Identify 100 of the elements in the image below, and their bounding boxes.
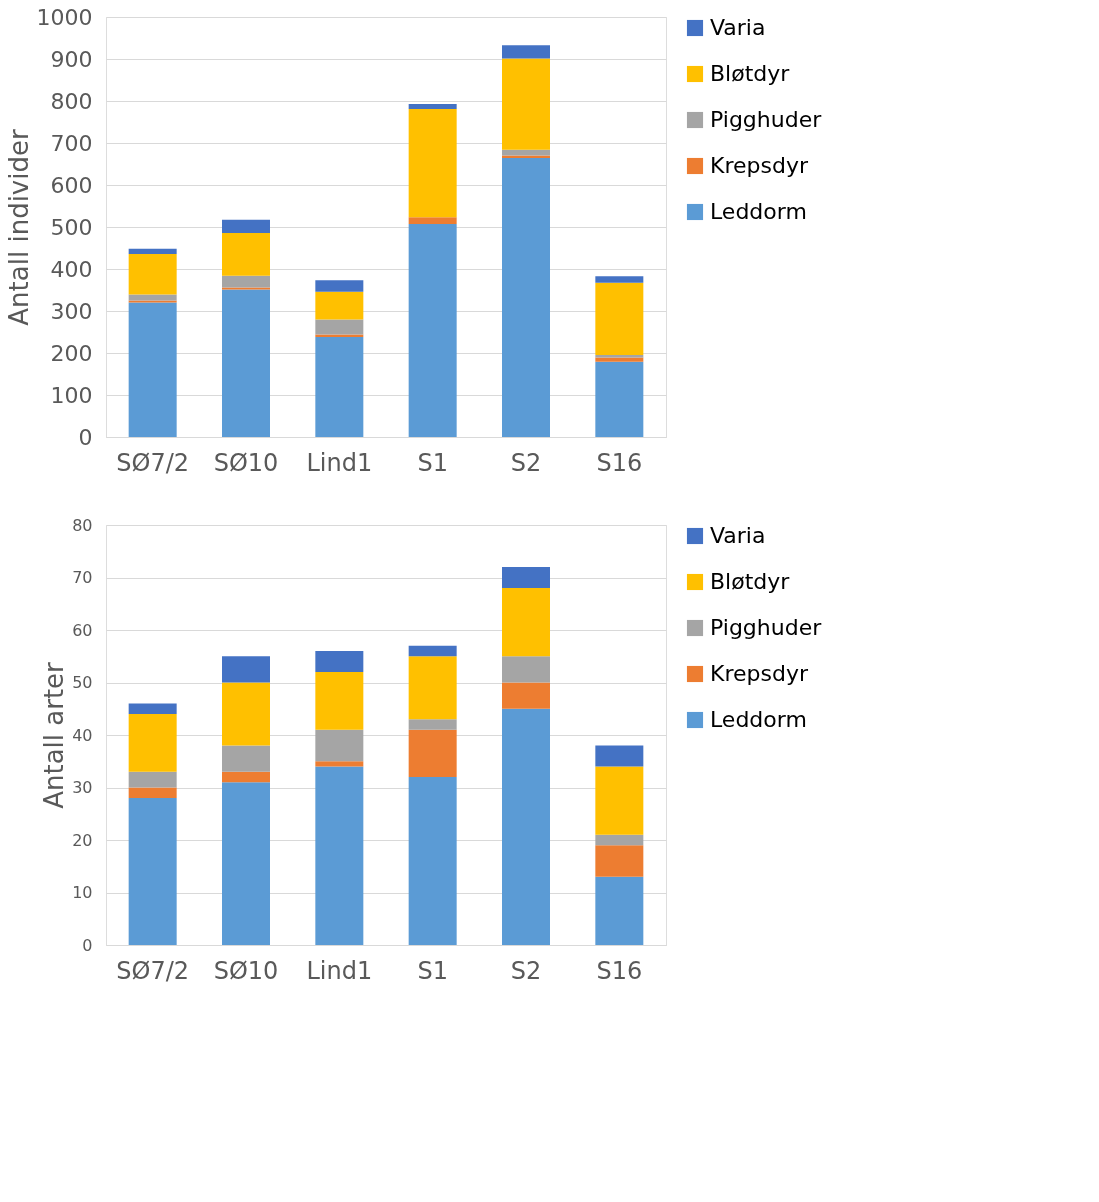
y-tick-label: 30	[72, 778, 93, 797]
legend-label: Varia	[710, 15, 766, 40]
bar	[128, 248, 177, 254]
legend-label: Leddorm	[710, 707, 807, 732]
bar	[128, 787, 177, 798]
bar	[315, 766, 364, 945]
x-tick-label: Lind1	[306, 956, 373, 985]
legend-label: Varia	[710, 523, 766, 548]
x-tick-label: S16	[596, 956, 643, 985]
y-tick-label: 400	[50, 256, 93, 282]
bar	[502, 708, 550, 945]
y-tick-label: 200	[50, 340, 93, 366]
y-tick-label: 800	[50, 88, 93, 114]
bar	[408, 645, 457, 657]
bar	[595, 282, 644, 356]
bar	[315, 280, 364, 292]
y-tick-label: 600	[50, 172, 93, 198]
bar	[222, 656, 270, 683]
x-tick-label: SØ7/2	[116, 448, 190, 477]
y-axis-title: Antall individer	[3, 129, 34, 326]
bar	[222, 287, 270, 290]
y-tick-label: 70	[72, 568, 93, 587]
bar	[315, 672, 364, 730]
x-tick-label: Lind1	[306, 448, 373, 477]
bar	[595, 834, 644, 846]
bar	[408, 656, 457, 720]
y-tick-label: 100	[50, 382, 93, 408]
y-tick-label: 60	[72, 620, 93, 640]
y-tick-label: 300	[50, 298, 93, 324]
legend-label: Krepsdyr	[710, 153, 809, 178]
bar	[502, 682, 550, 709]
bar	[222, 219, 270, 233]
bar	[595, 845, 644, 877]
bar	[502, 158, 550, 437]
bar	[595, 361, 644, 437]
bar	[408, 729, 457, 777]
bar	[595, 355, 644, 358]
bar	[502, 45, 550, 59]
bar	[502, 149, 550, 156]
bar	[408, 108, 457, 218]
bar	[222, 682, 270, 746]
y-tick-label: 0	[78, 424, 93, 450]
y-tick-label: 80	[72, 515, 93, 535]
bar	[315, 291, 364, 320]
x-tick-label: SØ10	[213, 956, 279, 985]
bar	[408, 224, 457, 437]
x-tick-label: S2	[510, 956, 542, 985]
bar	[408, 719, 457, 730]
bar	[222, 745, 270, 772]
bar	[502, 58, 550, 150]
bar	[128, 703, 177, 714]
bar	[502, 588, 550, 657]
bar	[502, 567, 550, 588]
bar	[315, 729, 364, 762]
bar	[595, 357, 644, 362]
bar	[128, 798, 177, 945]
legend-label: Bløtdyr	[710, 569, 791, 594]
bar	[128, 302, 177, 437]
y-tick-label: 0	[82, 935, 93, 955]
bar	[502, 656, 550, 683]
bar	[222, 232, 270, 276]
y-tick-label: 50	[72, 673, 93, 692]
bar	[222, 782, 270, 945]
legend-label: Krepsdyr	[710, 661, 809, 686]
bar	[595, 745, 644, 767]
bar	[222, 275, 270, 288]
legend-label: Pigghuder	[710, 107, 823, 132]
y-tick-label: 40	[72, 725, 93, 745]
x-tick-label: S1	[417, 956, 448, 985]
x-tick-label: SØ7/2	[116, 956, 190, 985]
x-tick-label: SØ10	[213, 448, 279, 477]
y-tick-label: 20	[72, 830, 93, 850]
legend-label: Bløtdyr	[710, 61, 791, 86]
bar	[128, 771, 177, 788]
bar	[128, 714, 177, 772]
bar	[222, 771, 270, 783]
bar	[408, 103, 457, 109]
y-tick-label: 1000	[36, 4, 93, 30]
x-tick-label: S2	[510, 448, 542, 477]
bar	[315, 337, 364, 437]
y-tick-label: 700	[50, 130, 93, 156]
bar	[595, 876, 644, 945]
bar	[315, 319, 364, 335]
bar	[408, 777, 457, 945]
bar	[595, 276, 644, 283]
x-tick-label: S1	[417, 448, 448, 477]
bar	[128, 294, 177, 301]
bar	[315, 651, 364, 672]
legend-label: Leddorm	[710, 199, 807, 224]
y-tick-label: 10	[72, 883, 93, 902]
x-tick-label: S16	[596, 448, 643, 477]
bar	[128, 300, 177, 303]
bar	[408, 217, 457, 225]
y-axis-title: Antall arter	[39, 661, 70, 809]
y-tick-label: 500	[50, 214, 93, 240]
bar	[595, 766, 644, 835]
bar	[315, 761, 364, 767]
bar	[128, 253, 177, 295]
legend-label: Pigghuder	[710, 615, 823, 640]
bar	[222, 289, 270, 437]
